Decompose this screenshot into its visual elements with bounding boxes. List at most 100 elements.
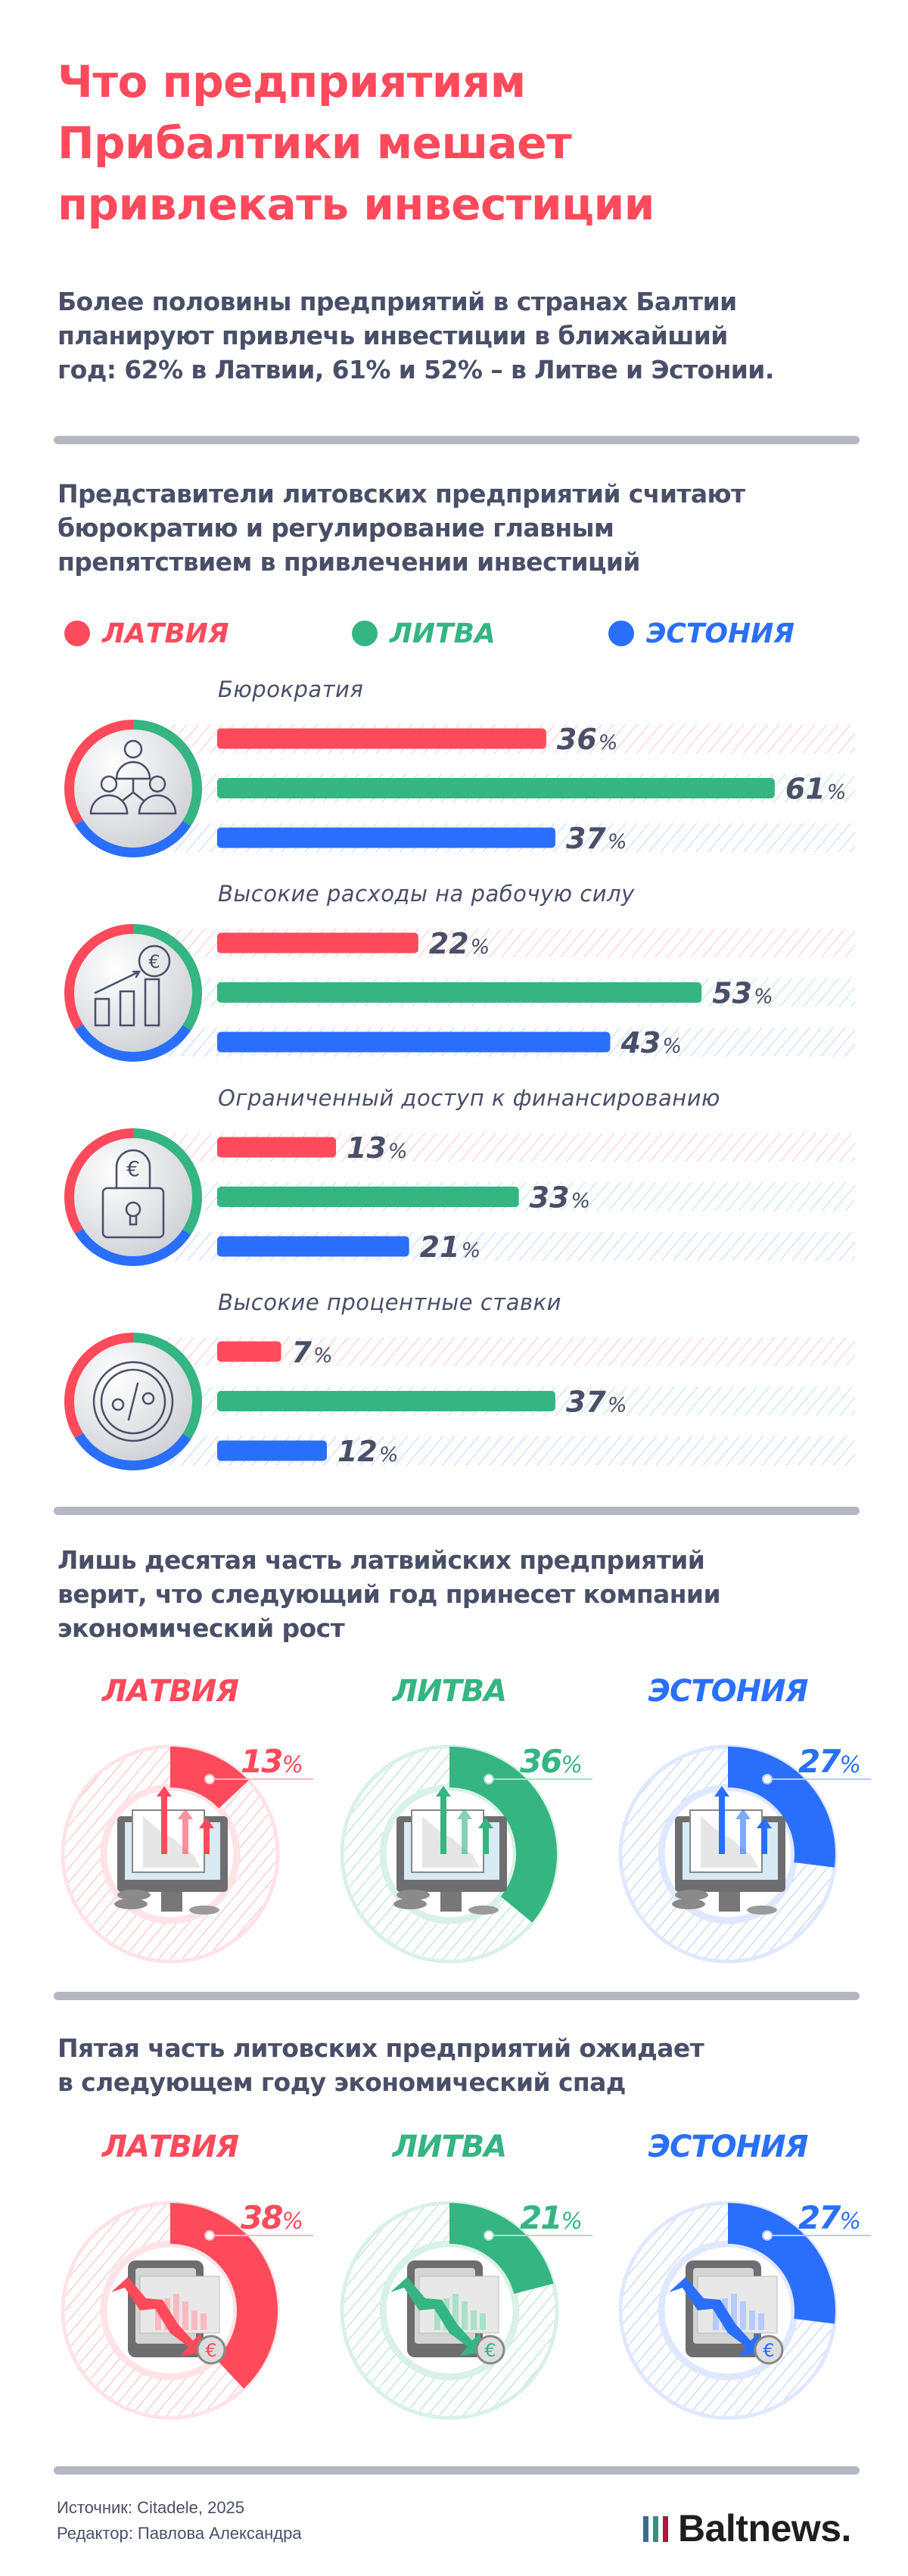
leader-dot (762, 2230, 773, 2241)
padlock-body (101, 1187, 165, 1239)
chart-bar (144, 978, 160, 1027)
bar-value-number: 13 (347, 1131, 387, 1165)
donut-value-label: 36% (520, 1743, 583, 1780)
phone-decline-icon: € (111, 2260, 226, 2365)
heading-line: Пятая часть литовских предприятий ожидае… (58, 2033, 704, 2063)
leader-dot (204, 2230, 215, 2241)
chart-bar (191, 2310, 197, 2330)
percent-sign: % (827, 781, 847, 804)
percent-sign: % (561, 2208, 583, 2235)
legend-lithuania: ЛИТВА (352, 614, 496, 652)
heading-line: препятствием в привлечении инвестиций (58, 547, 640, 577)
chart-bar (713, 2306, 719, 2330)
arrow-up-icon (714, 1786, 729, 1854)
decline-country-lithuania: ЛИТВА (392, 2130, 507, 2164)
donut-segment (728, 1747, 835, 1868)
arrow-down-icon (390, 2277, 483, 2356)
ring-segment-estonia (74, 1024, 191, 1062)
growth-heading: Лишь десятая часть латвийских предприяти… (58, 1543, 721, 1645)
chart-bar (740, 2301, 746, 2330)
percent-sign: % (471, 935, 490, 959)
monitor-stand (440, 1892, 462, 1912)
euro-coin (138, 944, 171, 978)
donut-value-label: 38% (241, 2199, 303, 2236)
obstacles-heading: Представители литовских предприятий счит… (58, 477, 745, 579)
donut-segment (449, 2203, 554, 2294)
coin-icon (747, 1906, 777, 1915)
coin-icon (393, 1899, 427, 1909)
arrow-up-icon (199, 1818, 214, 1854)
donut-value-number: 27 (798, 2199, 841, 2236)
percent-sign: % (388, 1140, 408, 1163)
donut-segment (449, 1747, 557, 1923)
chart-bar (471, 2310, 477, 2330)
padlock-shackle (115, 1149, 151, 1190)
bar-estonia (217, 1236, 409, 1257)
chart-bar (452, 2294, 459, 2330)
decline-country-estonia: ЭСТОНИЯ (648, 2130, 809, 2164)
intro-line: планируют привлечь инвестиции в ближайши… (58, 321, 728, 350)
leader-dot (762, 1774, 773, 1784)
euro-padlock-icon: € (101, 1149, 165, 1239)
donut-segment (170, 2203, 278, 2389)
chart-bar (462, 2301, 468, 2330)
legend-label: ЛАТВИЯ (102, 618, 229, 649)
leader-dot (204, 1774, 215, 1784)
chart-bar (173, 2294, 179, 2330)
bar-value-label: 7% (292, 1336, 333, 1369)
bar-latvia (217, 932, 418, 954)
chart-bar (731, 2294, 737, 2330)
category-label: Бюрократия (218, 677, 364, 702)
coin-icon (675, 1890, 708, 1900)
bar-value-number: 61 (785, 773, 826, 806)
bar-value-label: 36% (557, 723, 618, 756)
percent-sign: % (608, 1394, 627, 1417)
bar-value-label: 53% (712, 977, 773, 1010)
phone-decline-icon: € (669, 2260, 784, 2365)
bar-value-label: 13% (347, 1131, 408, 1165)
legend-label: ЭСТОНИЯ (646, 618, 794, 649)
chart-bar (94, 997, 110, 1027)
coin-icon (189, 1906, 219, 1915)
arrow-up-icon (735, 1809, 751, 1854)
ring-segment-lithuania (132, 924, 202, 1031)
percent-sign: % (839, 2208, 861, 2235)
person-body (138, 794, 177, 815)
bar-estonia (217, 1031, 611, 1053)
euro-symbol: € (484, 2340, 496, 2361)
arrow-down-icon (111, 2277, 204, 2356)
title-line: Что предприятиям (58, 56, 526, 107)
source-text: Источник: Citadele, 2025 (57, 2498, 245, 2517)
divider (54, 1992, 860, 2000)
percent-sign: % (608, 830, 627, 854)
chart-bar (119, 990, 135, 1027)
bar-value-number: 22 (429, 927, 469, 960)
legend-estonia: ЭСТОНИЯ (608, 614, 794, 652)
ring-segment-lithuania (132, 720, 202, 826)
percent-sign: % (462, 1239, 481, 1262)
logo-bar-icon (663, 2516, 668, 2542)
donut-value-label: 21% (520, 2199, 583, 2236)
percent-coin-icon (92, 1361, 174, 1442)
keyhole (129, 1214, 138, 1226)
heading-line: бюрократию и регулирование главным (58, 513, 614, 543)
chart-bar (480, 2313, 486, 2330)
percent-sign: % (662, 1034, 682, 1058)
coin-icon (117, 1890, 151, 1900)
percent-sign: % (281, 2208, 303, 2235)
percent-sign: % (754, 985, 773, 1009)
divider (54, 1507, 860, 1515)
growth-arrow (94, 970, 141, 994)
ring-segment-latvia (64, 924, 134, 1030)
bar-lithuania (217, 778, 775, 798)
bar-value-number: 53 (712, 977, 752, 1010)
donut-value-number: 21 (520, 2199, 561, 2236)
percent-sign: % (313, 1344, 333, 1367)
monitor-growth-icon (672, 1786, 785, 1915)
bar-latvia (217, 1341, 281, 1362)
coin-icon (672, 1899, 705, 1909)
coin-icon (114, 1899, 148, 1909)
bar-estonia (217, 1440, 327, 1461)
document-chart (143, 1816, 201, 1868)
